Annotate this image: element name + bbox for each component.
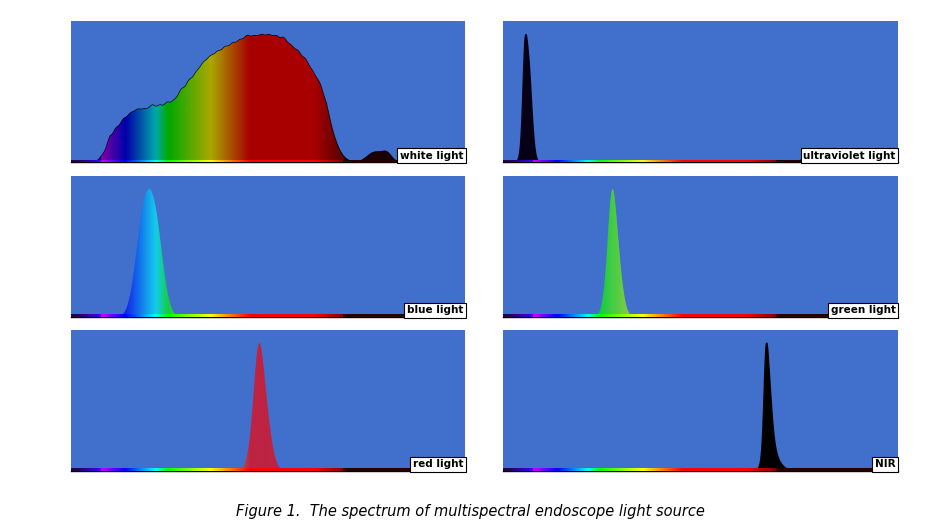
X-axis label: Wavelength(nm): Wavelength(nm)	[224, 335, 312, 345]
Text: ultraviolet light: ultraviolet light	[804, 151, 896, 161]
Text: NIR: NIR	[875, 460, 896, 469]
Text: blue light: blue light	[407, 305, 463, 315]
Text: green light: green light	[831, 305, 896, 315]
X-axis label: Wavelength(nm): Wavelength(nm)	[656, 335, 744, 345]
X-axis label: Wavelength(nm): Wavelength(nm)	[656, 180, 744, 190]
Text: Figure 1.  The spectrum of multispectral endoscope light source: Figure 1. The spectrum of multispectral …	[236, 504, 704, 519]
Text: white light: white light	[400, 151, 463, 161]
Text: red light: red light	[413, 460, 463, 469]
X-axis label: Wavelength(nm): Wavelength(nm)	[224, 489, 312, 499]
X-axis label: Wavelength(nm): Wavelength(nm)	[224, 180, 312, 190]
X-axis label: Wavelength(nm): Wavelength(nm)	[656, 489, 744, 499]
